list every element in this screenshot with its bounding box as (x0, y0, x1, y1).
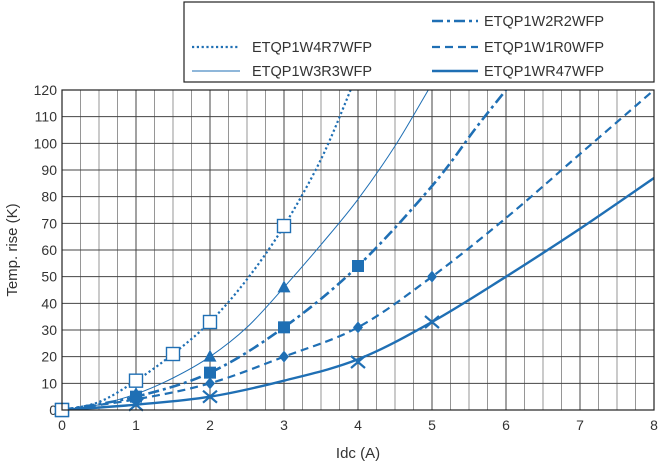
y-tick-label: 120 (34, 82, 58, 98)
legend: ETQP1W2R2WFP ETQP1W4R7WFP ETQP1W1R0WFP ETQP… (183, 1, 655, 83)
y-tick-label: 90 (41, 162, 57, 178)
marker-triangle (203, 349, 217, 362)
marker-triangle (277, 280, 291, 293)
y-axis-label: Temp. rise (K) (4, 203, 21, 296)
marker-x (202, 389, 218, 404)
y-tick-label: 40 (41, 295, 57, 311)
y-tick-label: 50 (41, 269, 57, 285)
marker-diamond (427, 270, 437, 283)
y-tick-label: 30 (41, 322, 57, 338)
legend-box (183, 1, 655, 83)
x-tick-label: 1 (132, 417, 140, 433)
marker-square (204, 366, 216, 379)
y-tick-label: 10 (41, 375, 57, 391)
marker-x (350, 355, 366, 369)
y-tick-label: 80 (41, 189, 57, 205)
series-line-etqp1wr47wfp (62, 177, 654, 410)
legend-label: ETQP1W3R3WFP (252, 64, 372, 80)
legend-label: ETQP1W1R0WFP (484, 40, 604, 56)
plot-frame (61, 89, 655, 411)
marker-square (278, 321, 290, 334)
series-line-etqp1w3r3wfp (62, 90, 429, 410)
x-tick-label: 5 (428, 417, 436, 433)
x-tick-label: 8 (650, 417, 658, 433)
marker-diamond (279, 350, 289, 363)
legend-label: ETQP1W2R2WFP (484, 14, 604, 30)
y-tick-label: 0 (49, 402, 57, 418)
x-tick-label: 2 (206, 417, 214, 433)
marker-open-square (202, 314, 218, 330)
x-tick-label: 0 (58, 417, 66, 433)
y-tick-label: 100 (34, 135, 58, 151)
legend-label: ETQP1W4R7WFP (252, 40, 372, 56)
marker-diamond (205, 377, 215, 390)
x-tick-label: 3 (280, 417, 288, 433)
y-tick-label: 70 (41, 215, 57, 231)
x-tick-label: 6 (502, 417, 510, 433)
series-line-etqp1w2r2wfp (62, 90, 508, 410)
marker-x (128, 397, 144, 412)
x-tick-label: 4 (354, 417, 362, 433)
marker-diamond (353, 321, 363, 334)
x-tick-label: 7 (576, 417, 584, 433)
grid (62, 90, 654, 410)
marker-x (424, 315, 440, 329)
marker-open-square (128, 373, 144, 388)
x-axis-label: Idc (A) (336, 445, 380, 462)
marker-square (352, 260, 364, 272)
y-tick-label: 110 (35, 109, 58, 125)
y-tick-label: 60 (41, 242, 57, 258)
series-line-etqp1w1r0wfp (62, 90, 654, 410)
y-tick-label: 20 (41, 349, 57, 365)
marker-open-square (165, 346, 181, 362)
legend-label: ETQP1WR47WFP (484, 64, 604, 80)
data-markers (54, 218, 440, 418)
marker-open-square (276, 218, 292, 234)
